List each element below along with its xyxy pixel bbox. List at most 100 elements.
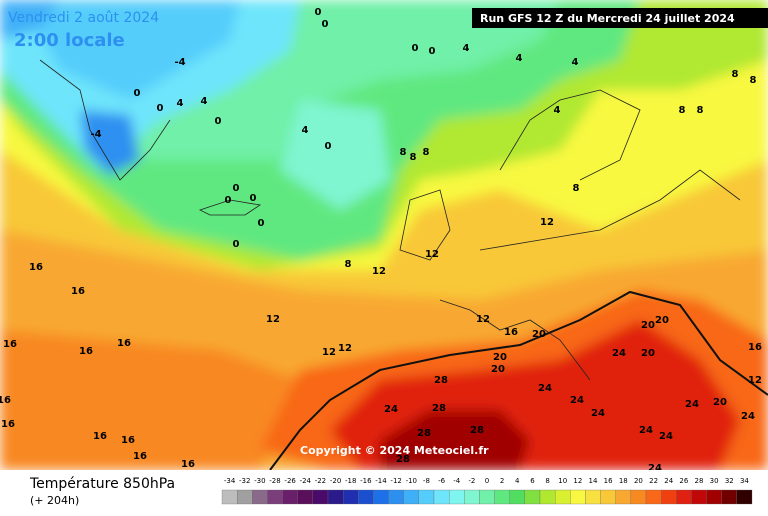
scale-label: -28: [269, 477, 280, 485]
contour-label: 8: [573, 183, 580, 194]
scale-label: 14: [589, 477, 598, 485]
scale-label: 16: [604, 477, 613, 485]
scale-label: -6: [438, 477, 446, 485]
contour-label: 20: [491, 364, 505, 375]
scale-label: 18: [619, 477, 628, 485]
contour-label: 0: [134, 88, 141, 99]
local-time: 2:00 locale: [14, 30, 125, 51]
scale-label: 22: [649, 477, 658, 485]
contour-label: 16: [79, 346, 93, 357]
contour-label: 0: [250, 193, 257, 204]
contour-label: 16: [121, 435, 135, 446]
contour-label: 28: [470, 425, 484, 436]
contour-label: 16: [0, 395, 11, 406]
contour-label: 24: [538, 383, 552, 394]
scale-swatch: [494, 489, 510, 505]
scale-label: 0: [485, 477, 489, 485]
contour-label: 4: [201, 96, 208, 107]
contour-label: 28: [434, 375, 448, 386]
scale-label: 8: [545, 477, 549, 485]
scale-label: 10: [558, 477, 567, 485]
contour-label: 8: [400, 147, 407, 158]
scale-label: -30: [254, 477, 265, 485]
scale-swatch: [721, 489, 738, 505]
contour-label: 8: [679, 105, 686, 116]
scale-label: -4: [453, 477, 461, 485]
contour-label: 28: [432, 403, 446, 414]
run-info: Run GFS 12 Z du Mercredi 24 juillet 2024: [480, 12, 735, 25]
scale-label: -20: [330, 477, 341, 485]
valid-date: Vendredi 2 août 2024: [8, 10, 159, 26]
contour-label: 16: [181, 459, 195, 470]
contour-label: 0: [429, 46, 436, 57]
scale-swatch: [388, 489, 404, 505]
contour-label: 16: [71, 286, 85, 297]
scale-swatch: [327, 489, 344, 505]
scale-label: -12: [390, 477, 401, 485]
scale-label: -10: [406, 477, 417, 485]
scale-swatch: [342, 489, 359, 505]
contour-label: 0: [157, 103, 164, 114]
contour-label: 0: [315, 7, 322, 18]
scale-label: 20: [634, 477, 643, 485]
contour-label: 24: [384, 404, 398, 415]
contour-label: 0: [258, 218, 265, 229]
scale-swatch: [615, 489, 632, 505]
scale-label: -26: [284, 477, 296, 485]
scale-swatch: [554, 489, 571, 505]
contour-label: 16: [117, 338, 131, 349]
isotherm-20: [269, 290, 768, 471]
contour-label: 8: [697, 105, 704, 116]
scale-swatch: [312, 489, 329, 505]
scale-label: 30: [710, 477, 719, 485]
scale-label: 24: [664, 477, 673, 485]
scale-swatch: [630, 489, 647, 505]
scale-swatch: [373, 489, 389, 505]
contour-label: 24: [648, 463, 662, 474]
contour-label: -4: [174, 57, 185, 68]
scale-swatch: [479, 489, 495, 505]
scale-swatch: [282, 489, 298, 505]
contour-label: 20: [713, 397, 727, 408]
scale-swatch: [539, 489, 556, 505]
contour-label: 24: [659, 431, 673, 442]
scale-swatch: [252, 489, 268, 505]
scale-label: -2: [468, 477, 475, 485]
scale-swatch: [509, 489, 526, 505]
scale-label: -14: [375, 477, 387, 485]
scale-label: 12: [573, 477, 582, 485]
contour-label: 20: [641, 320, 655, 331]
scale-swatch: [585, 489, 601, 505]
contour-label: 16: [93, 431, 107, 442]
contour-label: 24: [612, 348, 626, 359]
contour-label: 24: [685, 399, 699, 410]
scale-swatch: [358, 489, 374, 505]
contour-label: 8: [410, 152, 417, 163]
contour-label: 4: [177, 98, 184, 109]
contour-label: 0: [225, 195, 232, 206]
contour-label: 12: [322, 347, 336, 358]
contour-label: 4: [554, 105, 561, 116]
run-box: [472, 8, 768, 28]
scale-label: 34: [740, 477, 749, 485]
scale-swatch: [645, 489, 662, 505]
contour-label: 28: [417, 428, 431, 439]
contour-label: 0: [325, 141, 332, 152]
contour-label: -4: [90, 129, 101, 140]
contour-label: 20: [641, 348, 655, 359]
contour-label: 16: [29, 262, 43, 273]
scale-label: 6: [530, 477, 535, 485]
contour-label: 24: [639, 425, 653, 436]
scale-swatch: [403, 489, 420, 505]
footer-lead: (+ 204h): [30, 494, 79, 507]
contour-label: 20: [655, 315, 669, 326]
contour-label: 12: [372, 266, 386, 277]
contour-label: 12: [425, 249, 439, 260]
scale-swatch: [433, 489, 450, 505]
contour-label: 12: [540, 217, 554, 228]
scale-swatch: [600, 489, 616, 505]
contour-label: 16: [748, 342, 762, 353]
scale-swatch: [236, 489, 253, 505]
contour-label: 12: [266, 314, 280, 325]
